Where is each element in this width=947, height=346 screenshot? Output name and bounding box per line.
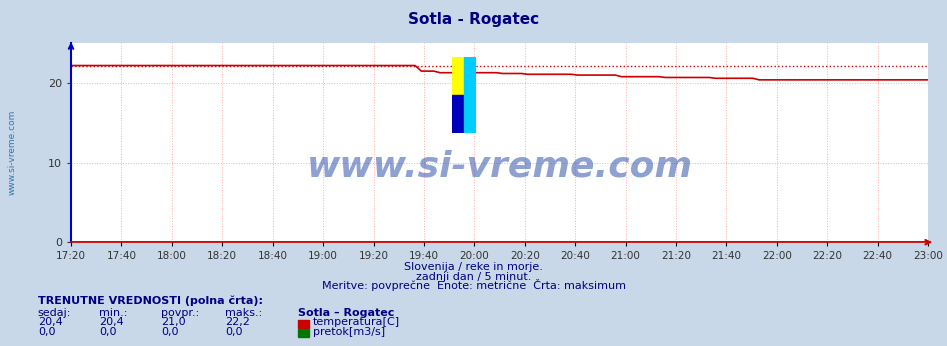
Text: temperatura[C]: temperatura[C]: [313, 317, 400, 327]
Text: 20,4: 20,4: [38, 317, 63, 327]
Text: zadnji dan / 5 minut.: zadnji dan / 5 minut.: [416, 272, 531, 282]
Text: Sotla - Rogatec: Sotla - Rogatec: [408, 12, 539, 27]
Text: Sotla – Rogatec: Sotla – Rogatec: [298, 308, 395, 318]
Text: TRENUTNE VREDNOSTI (polna črta):: TRENUTNE VREDNOSTI (polna črta):: [38, 296, 263, 307]
Text: www.si-vreme.com: www.si-vreme.com: [307, 149, 692, 184]
Text: 22,2: 22,2: [225, 317, 250, 327]
Text: sedaj:: sedaj:: [38, 308, 71, 318]
Text: pretok[m3/s]: pretok[m3/s]: [313, 327, 384, 337]
Text: 0,0: 0,0: [38, 327, 55, 337]
Text: 0,0: 0,0: [161, 327, 178, 337]
Text: min.:: min.:: [99, 308, 128, 318]
Text: 21,0: 21,0: [161, 317, 186, 327]
Text: 0,0: 0,0: [99, 327, 116, 337]
Text: Meritve: povprečne  Enote: metrične  Črta: maksimum: Meritve: povprečne Enote: metrične Črta:…: [321, 279, 626, 291]
Text: povpr.:: povpr.:: [161, 308, 199, 318]
Text: Slovenija / reke in morje.: Slovenija / reke in morje.: [404, 262, 543, 272]
Text: maks.:: maks.:: [225, 308, 262, 318]
Text: www.si-vreme.com: www.si-vreme.com: [8, 110, 17, 195]
Text: 0,0: 0,0: [225, 327, 242, 337]
Text: 20,4: 20,4: [99, 317, 124, 327]
